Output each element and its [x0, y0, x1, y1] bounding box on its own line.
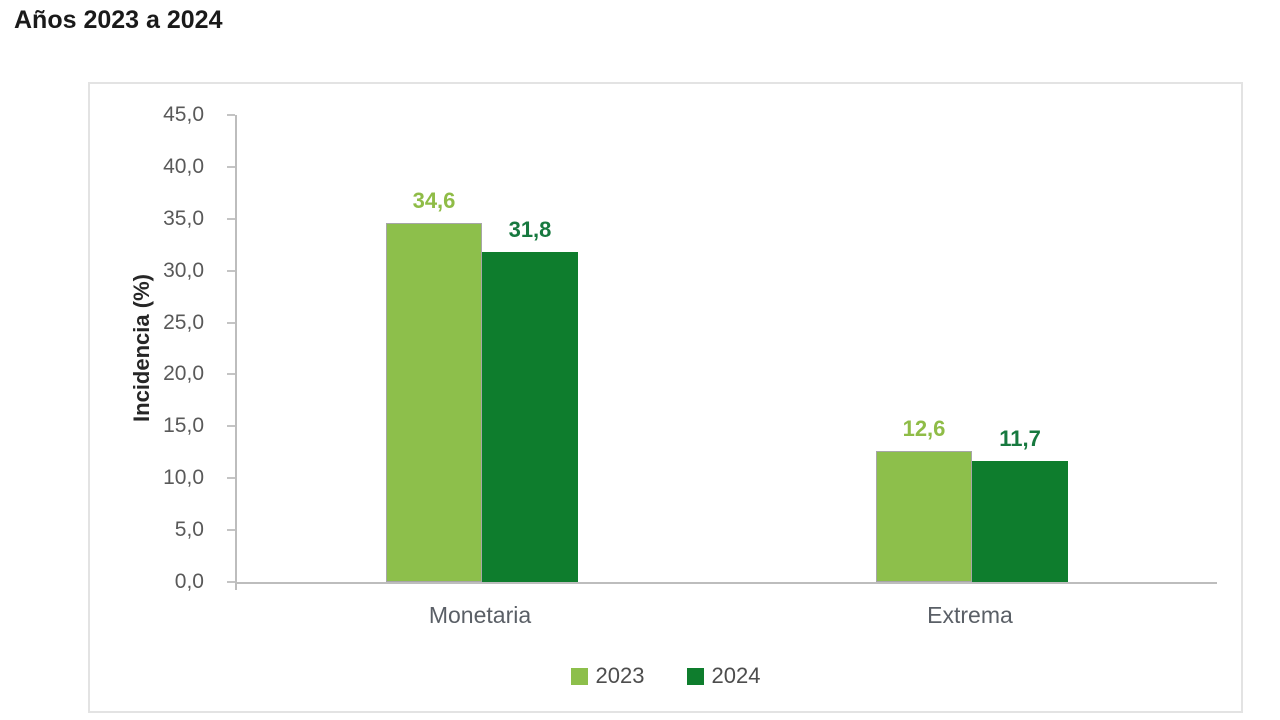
y-tick-mark [227, 425, 235, 428]
y-tick-mark [227, 165, 235, 168]
x-axis-label-monetaria: Monetaria [428, 602, 532, 628]
y-tick-mark [227, 373, 235, 376]
legend-item-2024: 2024 [686, 663, 761, 689]
x-axis-labels: Monetaria Extrema [235, 602, 1215, 629]
y-tick-mark [227, 269, 235, 272]
y-tick-label: 0,0 [174, 570, 204, 593]
bar-groups: 34,6 31,8 12,6 11,7 [237, 115, 1217, 582]
y-tick-mark [227, 581, 235, 583]
y-tick-label: 20,0 [163, 362, 204, 386]
bar-2024-extrema [972, 460, 1068, 582]
bar-2023-monetaria [386, 222, 482, 582]
legend-swatch-2023 [570, 667, 588, 685]
y-tick-mark [227, 217, 235, 220]
plot-area: 34,6 31,8 12,6 11,7 [227, 114, 1217, 590]
legend: 2023 2024 [90, 663, 1241, 689]
bar-value-label: 12,6 [902, 416, 946, 442]
bar-2023-extrema [876, 451, 972, 582]
y-tick-label: 30,0 [163, 258, 204, 282]
x-axis-zero-tick [235, 582, 237, 590]
y-tick-label: 15,0 [163, 414, 204, 438]
legend-label: 2024 [711, 663, 761, 688]
legend-label: 2023 [595, 663, 645, 688]
bar-wrap: 11,7 [972, 115, 1068, 582]
y-tick-mark [227, 114, 235, 116]
bar-value-label: 11,7 [999, 425, 1041, 451]
y-tick-mark [227, 321, 235, 324]
bar-group-extrema: 12,6 11,7 [727, 115, 1217, 582]
chart-frame: Incidencia (%) 34,6 31,8 12,6 11,7 Monetari… [88, 82, 1243, 713]
y-tick-label: 45,0 [163, 103, 204, 126]
bar-wrap: 31,8 [482, 115, 578, 582]
y-tick-label: 5,0 [174, 518, 204, 542]
bar-group-monetaria: 34,6 31,8 [237, 115, 727, 582]
bar-wrap: 12,6 [876, 115, 972, 582]
y-tick-mark [227, 477, 235, 480]
bar-wrap: 34,6 [386, 115, 482, 582]
y-tick-label: 25,0 [163, 310, 204, 334]
bar-2024-monetaria [482, 252, 578, 582]
chart-title: Años 2023 a 2024 [14, 6, 223, 34]
y-tick-label: 40,0 [163, 154, 204, 178]
x-axis-label-extrema: Extrema [927, 602, 1013, 628]
legend-swatch-2024 [686, 667, 704, 685]
bar-value-label: 31,8 [508, 217, 552, 242]
bar-value-label: 34,6 [412, 187, 456, 213]
y-tick-mark [227, 529, 235, 532]
y-tick-label: 10,0 [163, 466, 204, 490]
legend-item-2023: 2023 [570, 663, 645, 689]
y-tick-label: 35,0 [163, 206, 204, 230]
